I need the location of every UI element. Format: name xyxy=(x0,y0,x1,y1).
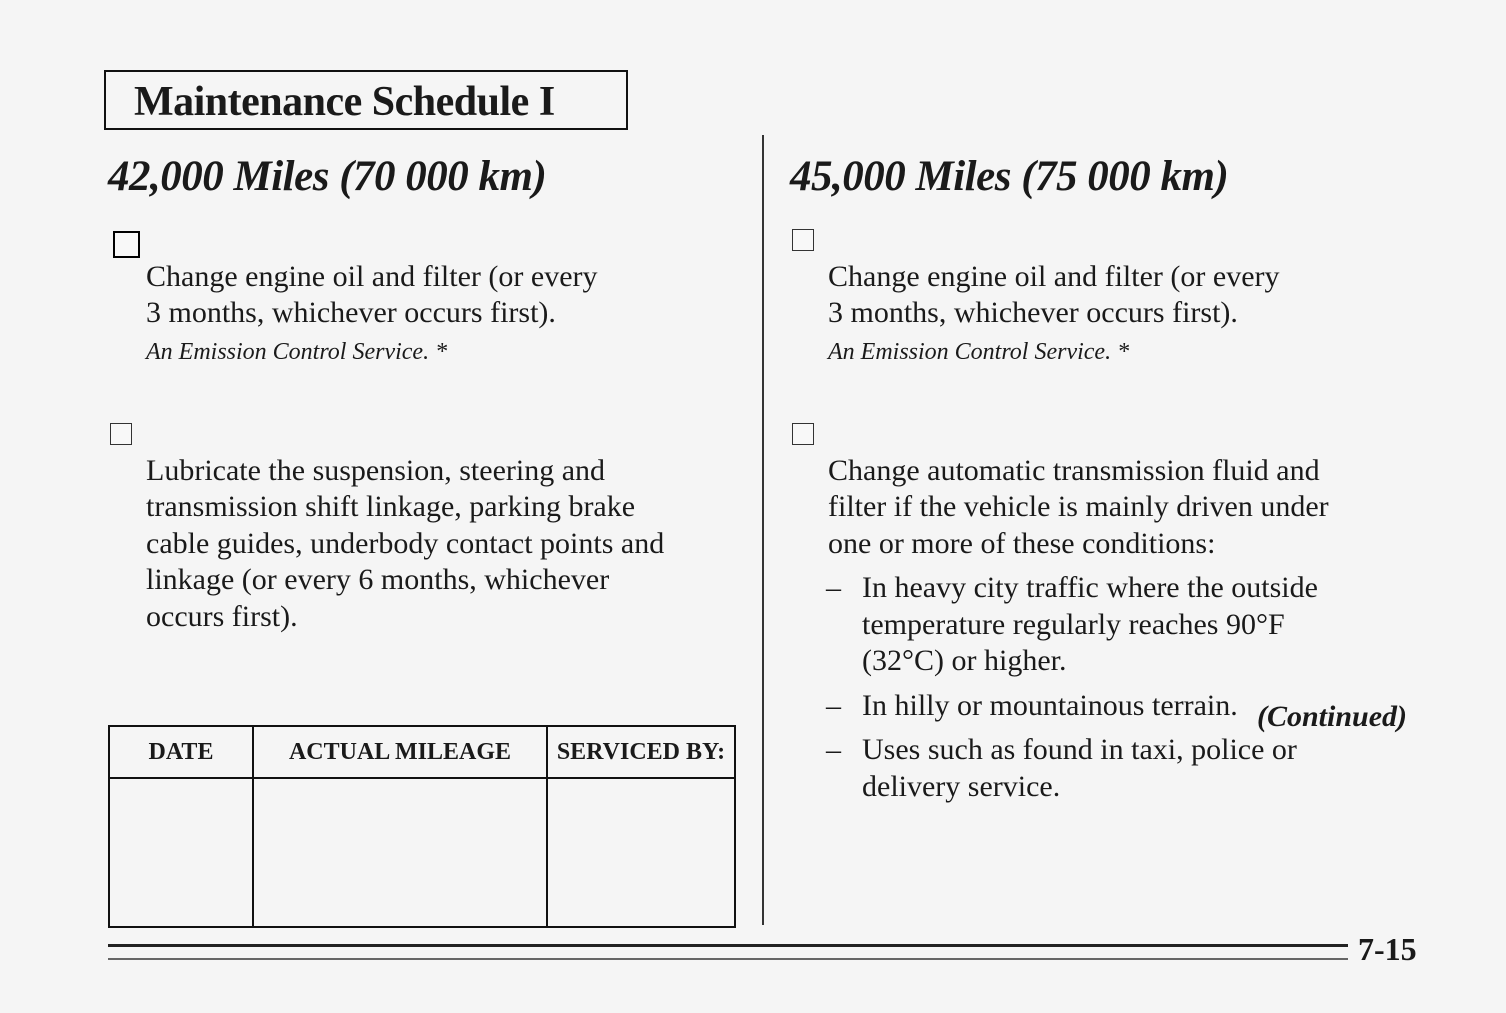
column-divider xyxy=(762,135,764,925)
serviced-by-header: SERVICED BY: xyxy=(546,725,736,779)
service-item: Change engine oil and filter (or every 3… xyxy=(108,222,748,408)
condition-item: – In heavy city traffic where the outside… xyxy=(826,571,1318,677)
mileage-heading: 42,000 Miles (70 000 km) xyxy=(108,153,547,200)
condition-text: In hilly or mountainous terrain. xyxy=(862,688,1238,722)
date-header: DATE xyxy=(108,725,254,779)
checkbox[interactable] xyxy=(792,423,814,445)
mileage-header: ACTUAL MILEAGE xyxy=(252,725,548,779)
page-title: Maintenance Schedule I xyxy=(134,79,555,125)
item-text: Change engine oil and filter (or every 3… xyxy=(828,259,1280,330)
checkbox[interactable] xyxy=(113,231,140,258)
footer-rule-thin xyxy=(108,958,1348,960)
continued-label: (Continued) xyxy=(1257,700,1408,733)
service-log-table: DATE ACTUAL MILEAGE SERVICED BY: xyxy=(108,725,736,928)
condition-text: In heavy city traffic where the outside … xyxy=(862,571,1318,677)
item-text: Change engine oil and filter (or every 3… xyxy=(146,259,598,330)
service-item: Change engine oil and filter (or every 3… xyxy=(790,222,1450,408)
checkbox[interactable] xyxy=(110,423,132,445)
page-number: 7-15 xyxy=(1358,931,1417,967)
emission-note: An Emission Control Service. * xyxy=(828,338,1130,365)
checkbox[interactable] xyxy=(792,229,814,251)
condition-text: Uses such as found in taxi, police or de… xyxy=(862,733,1297,803)
service-item: Lubricate the suspension, steering and t… xyxy=(108,416,748,635)
service-item: Change automatic transmission fluid and … xyxy=(790,416,1450,562)
mileage-cell[interactable] xyxy=(252,777,548,928)
item-text: Change automatic transmission fluid and … xyxy=(828,453,1329,560)
schedule-title-box: Maintenance Schedule I xyxy=(104,70,628,130)
condition-item: – In hilly or mountainous terrain. xyxy=(826,688,1238,722)
item-text: Lubricate the suspension, steering and t… xyxy=(146,453,665,633)
condition-item: – Uses such as found in taxi, police or d… xyxy=(826,733,1297,803)
emission-note: An Emission Control Service. * xyxy=(146,338,448,365)
footer-rule xyxy=(108,944,1348,947)
left-column: 42,000 Miles (70 000 km) Change engine o… xyxy=(108,152,748,643)
serviced-by-cell[interactable] xyxy=(546,777,736,928)
date-cell[interactable] xyxy=(108,777,254,928)
mileage-heading: 45,000 Miles (75 000 km) xyxy=(790,153,1229,200)
right-column: 45,000 Miles (75 000 km) Change engine o… xyxy=(790,152,1450,813)
